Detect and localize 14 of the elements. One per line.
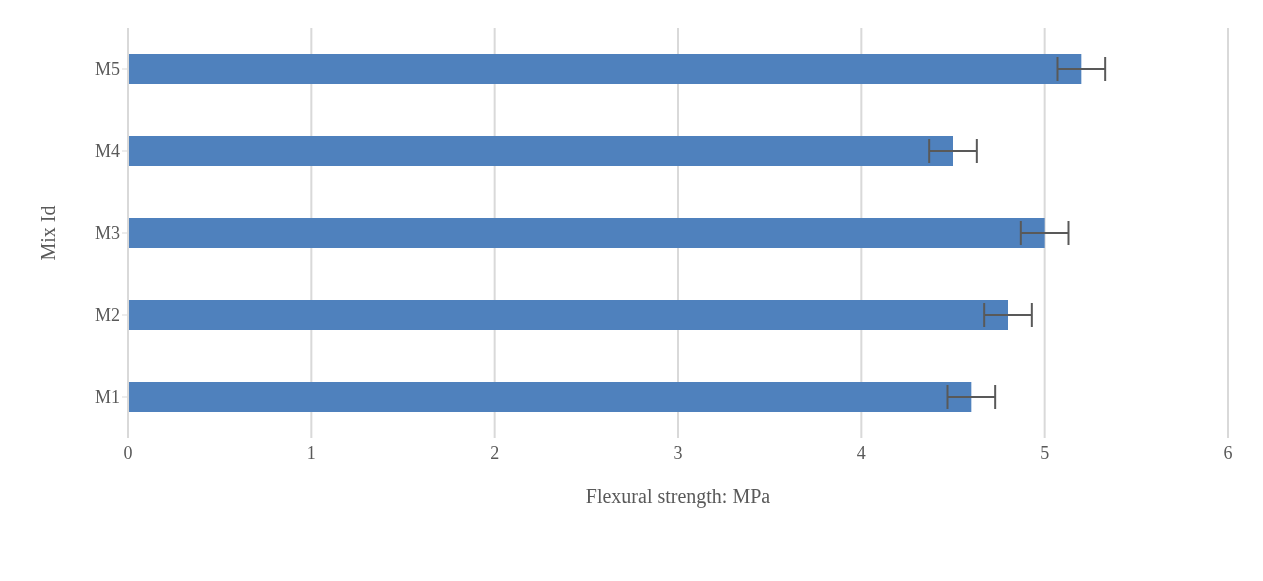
x-tick-label: 3 [673, 442, 683, 463]
y-tick-label: M5 [94, 59, 120, 80]
x-tick-label: 0 [123, 442, 133, 463]
x-axis-title: Flexural strength: MPa [585, 485, 771, 508]
y-tick-label: M4 [94, 141, 120, 162]
x-tick-label: 6 [1223, 442, 1233, 463]
y-tick-label: M1 [94, 387, 120, 408]
x-tick-label: 1 [306, 442, 316, 463]
x-tick-label: 4 [856, 442, 866, 463]
x-tick-label: 5 [1040, 442, 1050, 463]
y-axis-title: Mix Id [37, 205, 60, 261]
y-tick-label: M2 [94, 305, 120, 326]
y-tick-label: M3 [94, 223, 120, 244]
x-tick-label: 2 [490, 442, 500, 463]
